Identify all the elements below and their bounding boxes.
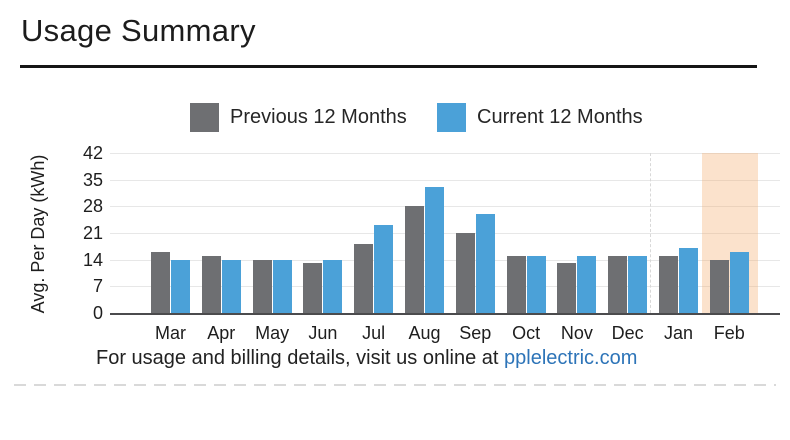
x-label-oct: Oct <box>512 323 541 343</box>
gridline-14 <box>110 259 780 261</box>
x-label-jul: Jul <box>362 323 386 343</box>
x-label-mar: Mar <box>155 323 186 343</box>
legend-swatch-current-icon <box>437 103 466 132</box>
y-tick-14: 14 <box>82 249 103 270</box>
x-label-apr: Apr <box>207 323 236 343</box>
plot-area <box>110 153 780 315</box>
x-label-may: May <box>255 323 290 343</box>
bar-previous-jun <box>303 263 323 313</box>
y-axis-title: Avg. Per Day (kWh) <box>28 154 48 314</box>
bar-current-apr <box>221 259 241 313</box>
x-label-sep: Sep <box>459 323 492 343</box>
y-axis-ticks: 0 7 14 21 28 35 42 <box>55 143 103 323</box>
x-label-nov: Nov <box>560 323 593 343</box>
y-tick-28: 28 <box>82 196 103 217</box>
bar-current-sep <box>475 213 495 313</box>
bar-current-may <box>272 259 292 313</box>
gridline-35 <box>110 179 780 181</box>
gridline-21 <box>110 233 780 234</box>
page-title: Usage Summary <box>21 13 256 48</box>
year-separator <box>650 153 651 313</box>
bar-previous-may <box>252 259 272 313</box>
x-label-aug: Aug <box>408 323 441 343</box>
bar-current-aug <box>425 187 444 313</box>
gridline-42 <box>110 153 780 154</box>
bar-previous-nov <box>557 263 577 313</box>
gridline-7 <box>110 286 780 288</box>
footer-note: For usage and billing details, visit us … <box>96 347 637 370</box>
x-label-feb: Feb <box>713 323 745 343</box>
x-label-jun: Jun <box>308 323 338 343</box>
bar-current-feb <box>729 252 749 313</box>
bar-previous-jul <box>354 244 374 313</box>
bar-current-nov <box>577 255 597 313</box>
legend-label-previous: Previous 12 Months <box>230 106 407 128</box>
y-tick-21: 21 <box>82 223 103 243</box>
gridline-28 <box>110 206 780 208</box>
y-tick-42: 42 <box>82 143 103 163</box>
y-tick-35: 35 <box>82 169 103 190</box>
legend-label-current: Current 12 Months <box>477 106 643 128</box>
bar-previous-feb <box>709 259 729 313</box>
bar-previous-oct <box>506 255 526 313</box>
footer-text: For usage and billing details, visit us … <box>96 347 505 369</box>
y-tick-7: 7 <box>92 276 103 297</box>
footer-link[interactable]: pplelectric.com <box>504 347 638 369</box>
bar-previous-mar <box>151 252 170 313</box>
legend-swatch-previous-icon <box>190 103 219 132</box>
bar-previous-jan <box>659 255 678 313</box>
bar-current-jan <box>679 248 698 313</box>
bottom-divider <box>14 384 776 386</box>
y-tick-0: 0 <box>92 303 103 323</box>
x-label-jan: Jan <box>663 323 694 343</box>
bar-previous-sep <box>455 233 475 313</box>
title-divider <box>20 65 757 68</box>
bar-current-jul <box>374 225 394 313</box>
legend-item-current: Current 12 Months <box>437 103 643 132</box>
bar-current-dec <box>628 255 648 313</box>
bar-previous-aug <box>405 206 424 313</box>
x-label-dec: Dec <box>611 323 644 343</box>
bar-previous-apr <box>201 255 221 313</box>
legend-item-previous: Previous 12 Months <box>190 103 407 132</box>
bar-current-mar <box>171 259 190 313</box>
x-axis-labels: Mar Apr May Jun Jul Aug Sep Oct Nov Dec Jan Feb <box>110 323 780 345</box>
bar-current-oct <box>526 255 546 313</box>
bar-previous-dec <box>608 255 628 313</box>
bar-current-jun <box>323 259 343 313</box>
